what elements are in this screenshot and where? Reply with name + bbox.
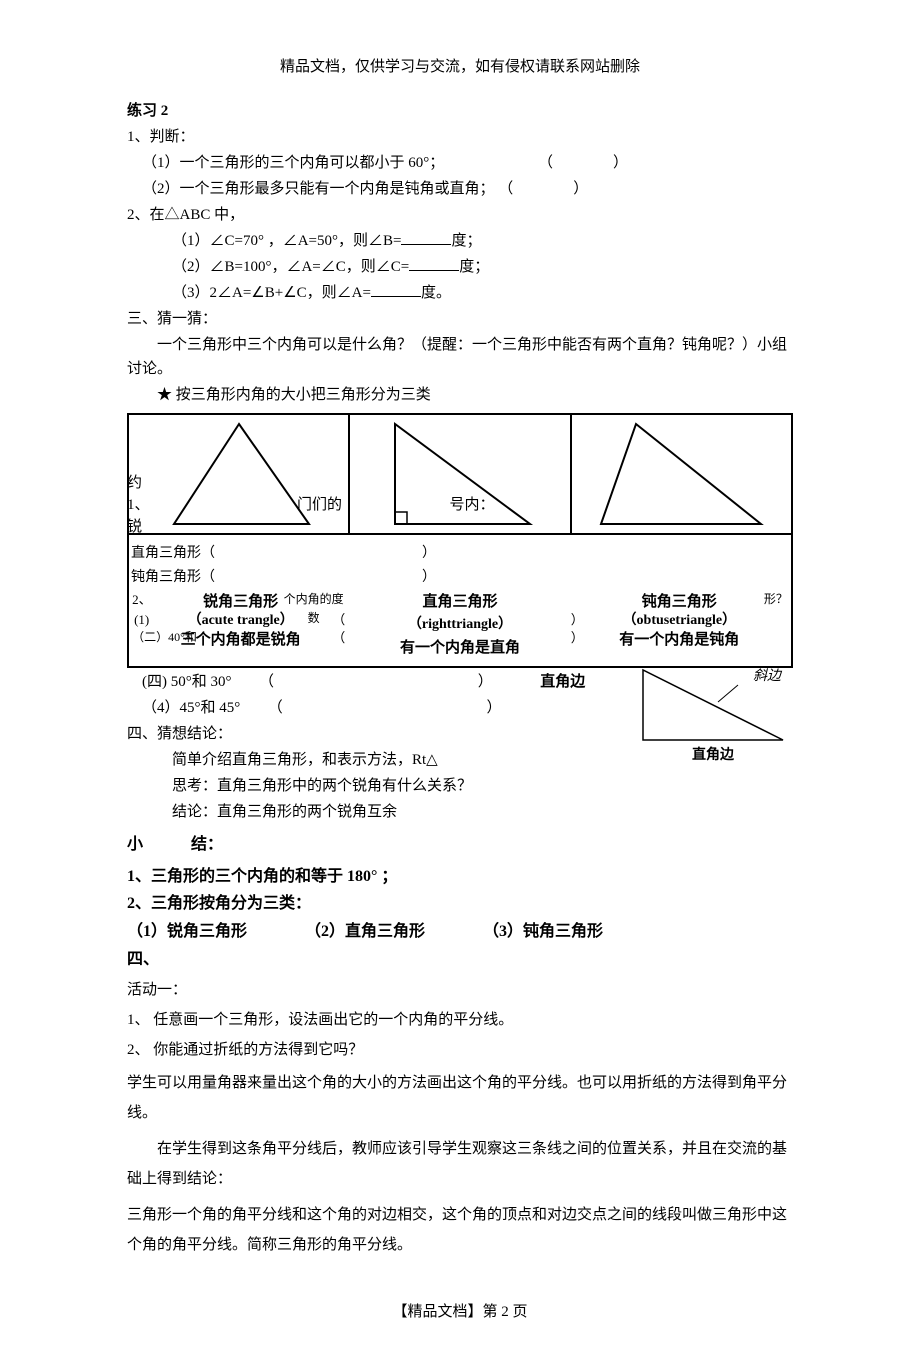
judge-1-text: （1）一个三角形的三个内角可以都小于 60°； [142, 155, 444, 171]
act1-l1: 1、 任意画一个三角形，设法画出它的一个内角的平分线。 [127, 1008, 793, 1032]
right-sub: （righttriangle） [351, 614, 568, 636]
right-cell [349, 414, 570, 534]
judge-item-2: （2）一个三角形最多只能有一个内角是钝角或直角； （） [127, 177, 793, 201]
sec4-l3: 结论：直角三角形的两个锐角互余 [127, 800, 793, 824]
obtuse-desc: 有一个内角是钝角 [619, 632, 739, 648]
mix-row2b: （ [332, 628, 345, 649]
abc-row-3: （3）2∠A=∠B+∠C，则∠A= 度。 [127, 281, 793, 305]
activity-1: 活动一： [127, 978, 793, 1002]
summary-3c: （3）钝角三角形 [483, 923, 603, 940]
abc-2-post: 度； [459, 259, 489, 275]
right-triangle-figure: 斜边 直角边 [633, 660, 793, 767]
summary-3b: （2）直角三角形 [305, 923, 425, 940]
right-name: 直角三角形 [351, 590, 568, 614]
right-tri-label: 直角三角形（ [131, 546, 215, 561]
judge-2-text: （2）一个三角形最多只能有一个内角是钝角或直角； [142, 181, 495, 197]
ang-4b: （ [268, 700, 283, 716]
judge-item-1: （1）一个三角形的三个内角可以都小于 60°； （） [127, 151, 793, 175]
right-tri-row: 直角三角形（ ） [131, 543, 789, 565]
page-footer: 【精品文档】第 2 页 [127, 1300, 793, 1324]
close-paren-2: ） [422, 570, 436, 585]
mid-text-2c: 形？ [764, 590, 788, 609]
edge-right-vert: 直角边 [540, 674, 585, 690]
abc-row-2: （2）∠B=100°，∠A=∠C，则∠C= 度； [127, 255, 793, 279]
act1-l3: 学生可以用量角器来量出这个角的大小的方法画出这个角的平分线。也可以用折纸的方法得… [127, 1068, 793, 1128]
obtuse-name: 钝角三角形 [642, 594, 717, 610]
right-triangle-svg [385, 419, 535, 529]
sec4-l2: 思考：直角三角形中的两个锐角有什么关系？ [127, 774, 793, 798]
obtuse-tri-label: 钝角三角形（ [131, 570, 215, 585]
ang-4a: （4）45°和 45° [142, 700, 240, 716]
abc-title: 2、在△ABC 中， [127, 203, 793, 227]
acute-name: 锐角三角形 [203, 594, 278, 610]
summary-b: 结： [191, 836, 223, 853]
summary-3: （1）锐角三角形 （2）直角三角形 （3）钝角三角形 [127, 919, 793, 945]
acute-sub: （acute trangle） [188, 613, 294, 628]
sec-four: 四、 [127, 947, 793, 973]
mixed-row-2: 2、 锐角三角形 个内角的度数 [132, 590, 349, 610]
abc-3-post: 度。 [421, 285, 451, 301]
act1-l2: 2、 你能通过折纸的方法得到它吗？ [127, 1038, 793, 1062]
summary-2: 2、三角形按角分为三类： [127, 891, 793, 917]
right-desc: 有一个内角是直角 [351, 636, 568, 660]
summary-a: 小 [127, 836, 143, 853]
summary-title: 小 结： [127, 832, 793, 858]
abc-2-pre: （2）∠B=100°，∠A=∠C，则∠C= [172, 259, 409, 275]
abc-1-post: 度； [451, 233, 481, 249]
ang-3a: (四) 50°和 30° [142, 674, 232, 690]
mix-row2: （二）40°和 [132, 628, 197, 647]
judge-title: 1、判断： [127, 125, 793, 149]
obtuse-cell [571, 414, 792, 534]
abc-1-pre: （1）∠C=70° ，∠A=50°，则∠B= [172, 233, 401, 249]
svg-text:斜边: 斜边 [753, 668, 783, 684]
summary-3a: （1）锐角三角形 [127, 923, 247, 940]
acute-desc: 三个内角都是锐角 [181, 632, 301, 648]
acute-triangle-svg [164, 419, 314, 529]
star-line: ★ 按三角形内角的大小把三角形分为三类 [157, 383, 793, 407]
summary-1: 1、三角形的三个内角的和等于 180° ； [127, 864, 793, 890]
acute-cell [128, 414, 349, 534]
guess-title: 三、猜一猜： [127, 307, 793, 331]
ang-3b: （ [259, 674, 274, 690]
exercise-title: 练习 2 [127, 99, 793, 123]
page-label-a: 【精品文档】 [392, 1304, 482, 1320]
act1-l4: 在学生得到这条角平分线后，教师应该引导学生观察这三条线之间的位置关系，并且在交流… [127, 1134, 793, 1194]
obtuse-sub: （obtusetriangle） [623, 613, 737, 628]
page-header: 精品文档，仅供学习与交流，如有侵权请联系网站删除 [127, 55, 793, 79]
abc-3-pre: （3）2∠A=∠B+∠C，则∠A= [172, 285, 371, 301]
guess-body: 一个三角形中三个内角可以是什么角？（提醒：一个三角形中能否有两个直角？钝角呢？）… [127, 333, 793, 381]
abc-row-1: （1）∠C=70° ，∠A=50°，则∠B= 度； [127, 229, 793, 253]
close-paren-1: ） [422, 546, 436, 561]
triangle-classification: 约 1、 门们的 号内： 锐 [127, 413, 793, 668]
page-label-b: 第 2 页 [483, 1304, 528, 1320]
triangle-table: 直角三角形（ ） 钝角三角形（ ） 2、 锐角三角形 个内角的度数 [127, 413, 793, 668]
act1-l5: 三角形一个角的角平分线和这个角的对边相交，这个角的顶点和对边交点之间的线段叫做三… [127, 1200, 793, 1260]
obtuse-triangle-svg [596, 419, 766, 529]
obtuse-tri-row: 钝角三角形（ ） [131, 567, 789, 589]
